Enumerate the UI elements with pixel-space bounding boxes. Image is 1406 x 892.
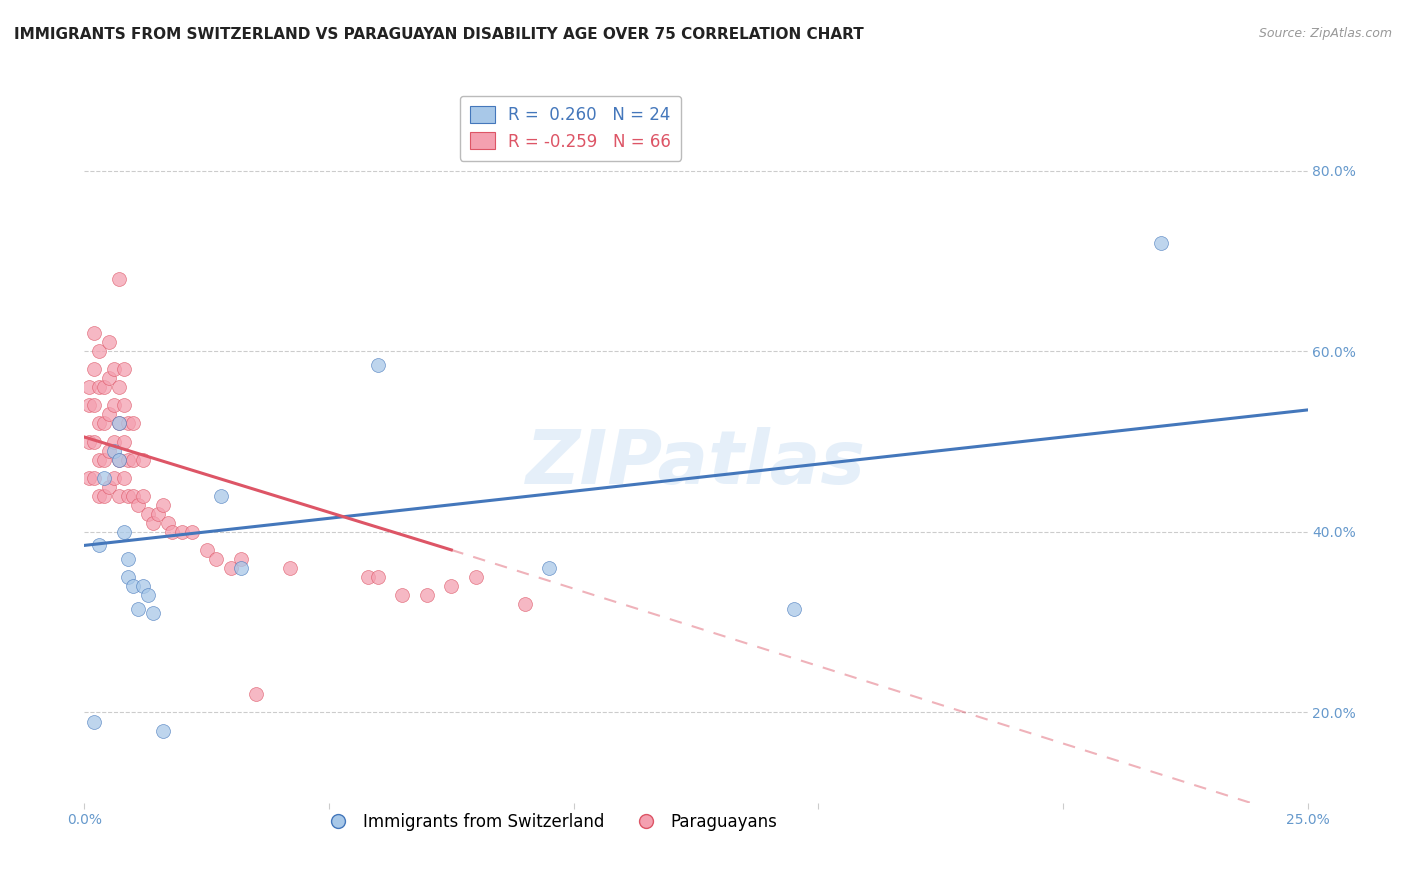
Point	[416, 588, 439, 602]
Point	[83, 714, 105, 729]
Point	[93, 417, 115, 431]
Point	[103, 362, 125, 376]
Point	[146, 507, 169, 521]
Point	[87, 538, 110, 552]
Point	[117, 570, 139, 584]
Point	[97, 371, 120, 385]
Point	[107, 452, 129, 467]
Point	[83, 398, 105, 412]
Point	[142, 516, 165, 530]
Point	[132, 489, 155, 503]
Point	[103, 434, 125, 449]
Point	[367, 570, 389, 584]
Point	[122, 452, 145, 467]
Point	[181, 524, 204, 539]
Point	[122, 417, 145, 431]
Point	[83, 434, 105, 449]
Point	[77, 434, 100, 449]
Point	[97, 335, 120, 350]
Point	[152, 723, 174, 738]
Point	[117, 489, 139, 503]
Point	[87, 417, 110, 431]
Point	[205, 552, 228, 566]
Point	[112, 470, 135, 484]
Text: Source: ZipAtlas.com: Source: ZipAtlas.com	[1258, 27, 1392, 40]
Point	[1150, 235, 1173, 250]
Point	[245, 687, 267, 701]
Point	[87, 344, 110, 359]
Point	[219, 561, 242, 575]
Point	[122, 579, 145, 593]
Point	[87, 380, 110, 394]
Point	[117, 552, 139, 566]
Point	[783, 601, 806, 615]
Point	[357, 570, 380, 584]
Point	[103, 398, 125, 412]
Point	[122, 489, 145, 503]
Point	[278, 561, 301, 575]
Point	[87, 489, 110, 503]
Point	[83, 326, 105, 340]
Point	[77, 380, 100, 394]
Point	[142, 606, 165, 620]
Point	[107, 489, 129, 503]
Point	[83, 362, 105, 376]
Point	[97, 480, 120, 494]
Point	[127, 498, 149, 512]
Point	[172, 524, 194, 539]
Point	[107, 417, 129, 431]
Point	[107, 272, 129, 286]
Point	[77, 398, 100, 412]
Point	[136, 507, 159, 521]
Point	[112, 362, 135, 376]
Point	[97, 443, 120, 458]
Point	[440, 579, 463, 593]
Point	[513, 597, 536, 611]
Point	[112, 524, 135, 539]
Point	[127, 601, 149, 615]
Text: IMMIGRANTS FROM SWITZERLAND VS PARAGUAYAN DISABILITY AGE OVER 75 CORRELATION CHA: IMMIGRANTS FROM SWITZERLAND VS PARAGUAYA…	[14, 27, 863, 42]
Text: ZIPatlas: ZIPatlas	[526, 426, 866, 500]
Point	[117, 417, 139, 431]
Point	[112, 398, 135, 412]
Point	[103, 443, 125, 458]
Point	[107, 417, 129, 431]
Point	[103, 470, 125, 484]
Point	[107, 380, 129, 394]
Point	[83, 470, 105, 484]
Point	[93, 380, 115, 394]
Point	[152, 498, 174, 512]
Legend: Immigrants from Switzerland, Paraguayans: Immigrants from Switzerland, Paraguayans	[314, 806, 785, 838]
Point	[195, 542, 218, 557]
Point	[367, 358, 389, 372]
Point	[136, 588, 159, 602]
Point	[132, 579, 155, 593]
Point	[107, 452, 129, 467]
Point	[77, 470, 100, 484]
Point	[391, 588, 413, 602]
Point	[229, 561, 252, 575]
Point	[162, 524, 184, 539]
Point	[538, 561, 561, 575]
Point	[93, 489, 115, 503]
Point	[132, 452, 155, 467]
Point	[117, 452, 139, 467]
Point	[97, 408, 120, 422]
Point	[229, 552, 252, 566]
Point	[156, 516, 179, 530]
Point	[93, 470, 115, 484]
Point	[112, 434, 135, 449]
Point	[87, 452, 110, 467]
Point	[209, 489, 232, 503]
Point	[93, 452, 115, 467]
Point	[464, 570, 486, 584]
